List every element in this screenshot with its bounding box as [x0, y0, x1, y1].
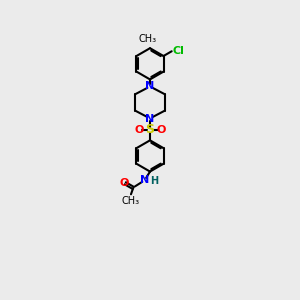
Text: N: N [140, 175, 149, 185]
Text: CH₃: CH₃ [122, 196, 140, 206]
Text: O: O [156, 125, 165, 135]
Text: N: N [146, 81, 154, 91]
Text: H: H [151, 176, 159, 186]
Text: S: S [146, 123, 154, 136]
Text: CH₃: CH₃ [139, 34, 157, 44]
Text: O: O [119, 178, 128, 188]
Text: O: O [135, 125, 144, 135]
Text: N: N [146, 114, 154, 124]
Text: Cl: Cl [172, 46, 184, 56]
